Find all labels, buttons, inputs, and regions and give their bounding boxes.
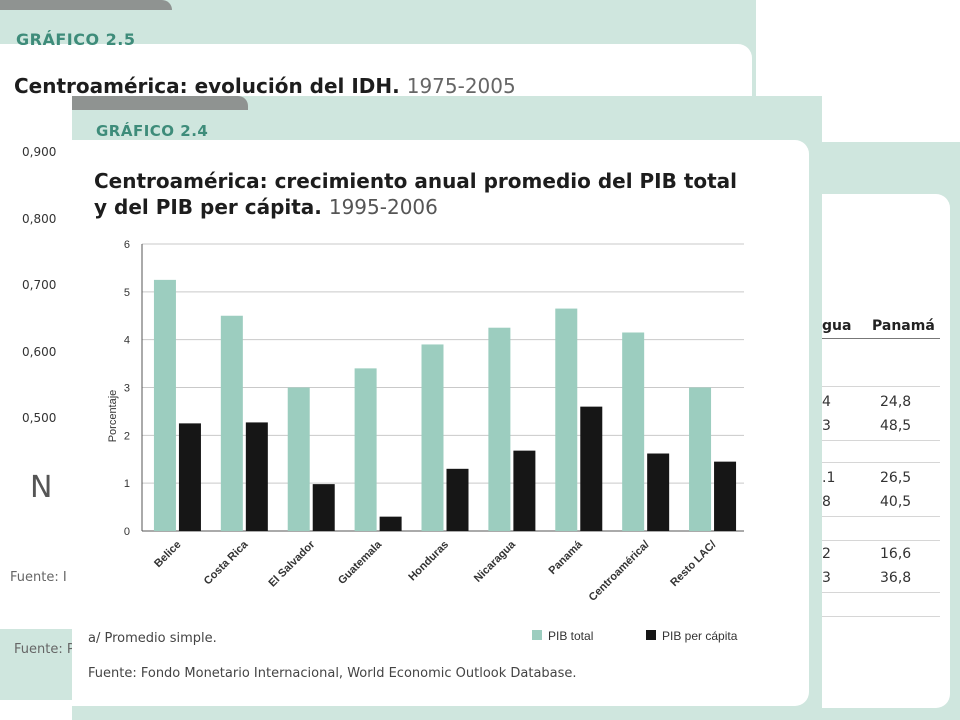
table-rule bbox=[822, 516, 940, 517]
bar-pib-per-capita-6 bbox=[580, 406, 603, 531]
table-cell: 48,5 bbox=[880, 418, 912, 434]
table-panel bbox=[822, 194, 950, 708]
back-source-2: Fuente: P bbox=[14, 642, 75, 657]
back-y-tick: 0,900 bbox=[22, 145, 57, 159]
table-rule bbox=[822, 440, 940, 441]
bar-pib-total-3 bbox=[354, 368, 377, 531]
x-tick-label: Resto LAC/ bbox=[668, 539, 718, 589]
source-note: Fuente: Fondo Monetario Internacional, W… bbox=[88, 666, 577, 681]
bar-pib-per-capita-8 bbox=[714, 461, 737, 531]
back-figure-label: GRÁFICO 2.5 bbox=[16, 30, 136, 49]
figure-title: Centroamérica: crecimiento anual promedi… bbox=[94, 168, 794, 220]
y-axis-label: Porcentaje bbox=[107, 390, 119, 443]
legend: PIB total PIB per cápita bbox=[532, 629, 738, 643]
bar-pib-per-capita-7 bbox=[647, 453, 670, 531]
x-tick-label: Honduras bbox=[406, 539, 451, 584]
back-y-tick: 0,700 bbox=[22, 278, 57, 292]
legend-swatch-pib-per-capita bbox=[646, 630, 656, 640]
table-rule bbox=[822, 592, 940, 593]
back-y-tick: 0,600 bbox=[22, 345, 57, 359]
card-header-curve bbox=[72, 106, 822, 142]
back-figure-title: Centroamérica: evolución del IDH. 1975-2… bbox=[14, 74, 516, 98]
legend-swatch-pib-total bbox=[532, 630, 542, 640]
table-rule bbox=[822, 338, 940, 339]
table-cell: 36,8 bbox=[880, 570, 912, 586]
x-tick-label: El Salvador bbox=[266, 538, 317, 589]
back-y-tick: 0,500 bbox=[22, 411, 57, 425]
y-tick-label: 3 bbox=[124, 383, 130, 395]
bar-pib-per-capita-0 bbox=[178, 423, 201, 531]
back-title-text: Centroamérica: evolución del IDH. bbox=[14, 74, 400, 98]
title-years: 1995-2006 bbox=[328, 195, 438, 219]
title-line-1: Centroamérica: crecimiento anual promedi… bbox=[94, 169, 738, 193]
back-source: Fuente: I bbox=[10, 570, 67, 585]
table-rule bbox=[822, 462, 940, 463]
back-y-tick: 0,800 bbox=[22, 212, 57, 226]
figure-label: GRÁFICO 2.4 bbox=[96, 122, 209, 140]
bar-chart: 0 1 2 3 4 5 6 Porcentaje Belice Costa Rica El Sa… bbox=[107, 239, 744, 643]
bar-pib-per-capita-5 bbox=[513, 450, 536, 531]
bar-pib-total-8 bbox=[689, 387, 712, 531]
bar-pib-total-0 bbox=[153, 279, 176, 531]
bar-pib-total-4 bbox=[421, 344, 444, 531]
table-rule bbox=[822, 540, 940, 541]
table-rule bbox=[822, 386, 940, 387]
y-axis-ticks: 0 1 2 3 4 5 6 bbox=[124, 239, 130, 538]
card-tab bbox=[0, 0, 172, 10]
table-cell: 3 bbox=[822, 418, 831, 434]
table-cell: 24,8 bbox=[880, 394, 912, 410]
table-header: Panamá bbox=[872, 318, 935, 334]
x-tick-label: Costa Rica bbox=[202, 538, 251, 587]
back-axis-glyph: N bbox=[30, 470, 53, 505]
footnote: a/ Promedio simple. bbox=[88, 631, 217, 646]
figure-card: GRÁFICO 2.4 Centroamérica: crecimiento a… bbox=[72, 96, 822, 720]
y-tick-label: 4 bbox=[124, 335, 130, 347]
table-card bbox=[822, 142, 960, 720]
x-tick-label: Guatemala bbox=[336, 538, 385, 587]
y-tick-label: 6 bbox=[124, 239, 130, 251]
bar-pib-total-2 bbox=[287, 387, 310, 531]
x-tick-label: Centroamérica/ bbox=[587, 539, 652, 604]
table-rule bbox=[822, 616, 940, 617]
table-cell: 4 bbox=[822, 394, 831, 410]
table-cell: 26,5 bbox=[880, 470, 912, 486]
bar-pib-per-capita-4 bbox=[446, 468, 469, 531]
card-tab bbox=[72, 96, 248, 110]
y-tick-label: 2 bbox=[124, 430, 130, 442]
y-tick-label: 1 bbox=[124, 478, 130, 490]
title-line-2: y del PIB per cápita. bbox=[94, 195, 322, 219]
x-tick-label: Nicaragua bbox=[472, 538, 519, 585]
legend-label-pib-per-capita: PIB per cápita bbox=[662, 629, 738, 643]
card-header-curve bbox=[0, 4, 756, 46]
bar-pib-total-7 bbox=[622, 332, 645, 531]
table-cell: 40,5 bbox=[880, 494, 912, 510]
bar-pib-total-6 bbox=[555, 308, 578, 531]
bar-pib-per-capita-3 bbox=[379, 516, 402, 531]
table-cell: 8 bbox=[822, 494, 831, 510]
bar-pib-total-1 bbox=[220, 315, 243, 531]
bars bbox=[153, 279, 737, 531]
table-cell: 16,6 bbox=[880, 546, 912, 562]
x-tick-label: Panamá bbox=[547, 538, 586, 577]
legend-label-pib-total: PIB total bbox=[548, 629, 593, 643]
table-cell: 2 bbox=[822, 546, 831, 562]
y-tick-label: 5 bbox=[124, 287, 130, 299]
x-tick-label: Belice bbox=[152, 539, 183, 570]
bar-pib-total-5 bbox=[488, 327, 511, 531]
y-tick-label: 0 bbox=[124, 526, 130, 538]
bar-pib-per-capita-2 bbox=[312, 484, 335, 531]
table-cell: 3 bbox=[822, 570, 831, 586]
table-header: gua bbox=[822, 318, 852, 334]
x-axis-labels: Belice Costa Rica El Salvador Guatemala Hond… bbox=[152, 538, 719, 604]
table-cell: .1 bbox=[822, 470, 836, 486]
back-title-years: 1975-2005 bbox=[406, 74, 516, 98]
bar-pib-per-capita-1 bbox=[245, 422, 268, 531]
